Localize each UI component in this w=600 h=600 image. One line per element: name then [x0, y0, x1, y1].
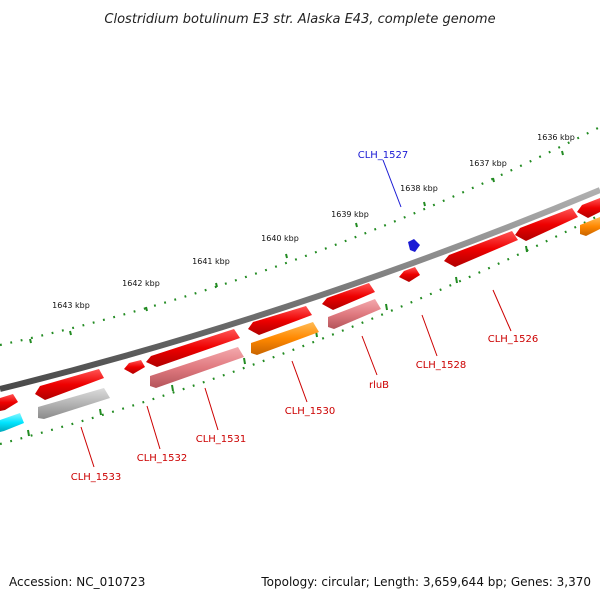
leader-line [421, 314, 438, 357]
genome-backbone [0, 187, 600, 392]
gene-label: CLH_1533 [71, 472, 122, 483]
inner-ruler-major-tick [171, 384, 174, 392]
gene-arrow [444, 231, 518, 267]
gene-label: rluB [369, 380, 389, 391]
leader-line [80, 426, 95, 468]
gene-arrow [322, 283, 375, 310]
gene-label: CLH_1526 [488, 334, 539, 345]
inner-ruler [0, 214, 600, 446]
gene-label: CLH_1527 [358, 150, 409, 161]
feature-blue-marker [408, 239, 420, 252]
leader-line [146, 405, 161, 450]
inner-ruler-major-tick [525, 245, 528, 253]
feature-bar-pink [328, 299, 381, 329]
outer-ruler-major-tick [145, 306, 148, 312]
secondary-features [0, 217, 600, 432]
feature-bar-pink [150, 347, 244, 388]
gene-arrow [515, 208, 578, 241]
gene-label: CLH_1532 [137, 453, 188, 464]
outer-ruler-major-tick [492, 177, 495, 183]
ruler-tick-label: 1641 kbp [192, 257, 230, 266]
ruler-tick-label: 1643 kbp [52, 301, 90, 310]
map-title: Clostridium botulinum E3 str. Alaska E43… [104, 12, 495, 27]
gene-labels: CLH_1527 CLH_1526 CLH_1528 rluB CLH_1530… [71, 150, 539, 483]
gene-arrow [0, 394, 18, 411]
outer-ruler-major-tick [29, 338, 32, 344]
leader-line [382, 159, 402, 208]
ruler-tick-label: 1642 kbp [122, 279, 160, 288]
leader-line [492, 289, 512, 332]
leader-line [204, 387, 219, 431]
ruler-tick-label: 1638 kbp [400, 184, 438, 193]
gene-arrow [399, 267, 420, 282]
ruler-tick-label: 1640 kbp [261, 234, 299, 243]
gene-label: CLH_1528 [416, 360, 467, 371]
feature-bar-orange [580, 217, 600, 236]
gene-arrow [124, 360, 145, 374]
inner-ruler-major-tick [385, 303, 388, 311]
gene-arrow [146, 329, 240, 367]
gene-arrow [35, 369, 104, 400]
outer-ruler-major-tick [285, 253, 288, 259]
inner-ruler-major-tick [455, 276, 458, 284]
outer-ruler-major-tick [215, 282, 218, 288]
ruler-tick-label: 1636 kbp [537, 133, 575, 142]
outer-ruler-major-tick [423, 201, 426, 207]
leader-line [291, 360, 308, 403]
gene-label: CLH_1531 [196, 434, 247, 445]
outer-ruler-major-tick [69, 330, 72, 336]
outer-ruler: 1636 kbp 1637 kbp 1638 kbp 1639 kbp 1640… [0, 126, 600, 347]
gene-arrow [248, 306, 312, 335]
outer-ruler-major-tick [355, 222, 358, 228]
inner-ruler-major-tick [243, 357, 246, 365]
ruler-tick-label: 1639 kbp [331, 210, 369, 219]
outer-ruler-major-tick [561, 150, 564, 156]
gene-label: CLH_1530 [285, 406, 336, 417]
gene-arrow [577, 198, 600, 218]
leader-line [361, 335, 378, 376]
genome-summary-text: Topology: circular; Length: 3,659,644 bp… [260, 575, 591, 589]
accession-text: Accession: NC_010723 [9, 575, 145, 589]
feature-bar-orange [251, 322, 319, 355]
ruler-tick-label: 1637 kbp [469, 159, 507, 168]
label-leader-lines [80, 159, 512, 468]
inner-ruler-major-tick [99, 408, 102, 416]
feature-bar-grey [38, 388, 110, 419]
feature-bar-cyan [0, 413, 24, 432]
inner-ruler-major-tick [27, 429, 30, 437]
forward-strand-features [0, 198, 600, 411]
